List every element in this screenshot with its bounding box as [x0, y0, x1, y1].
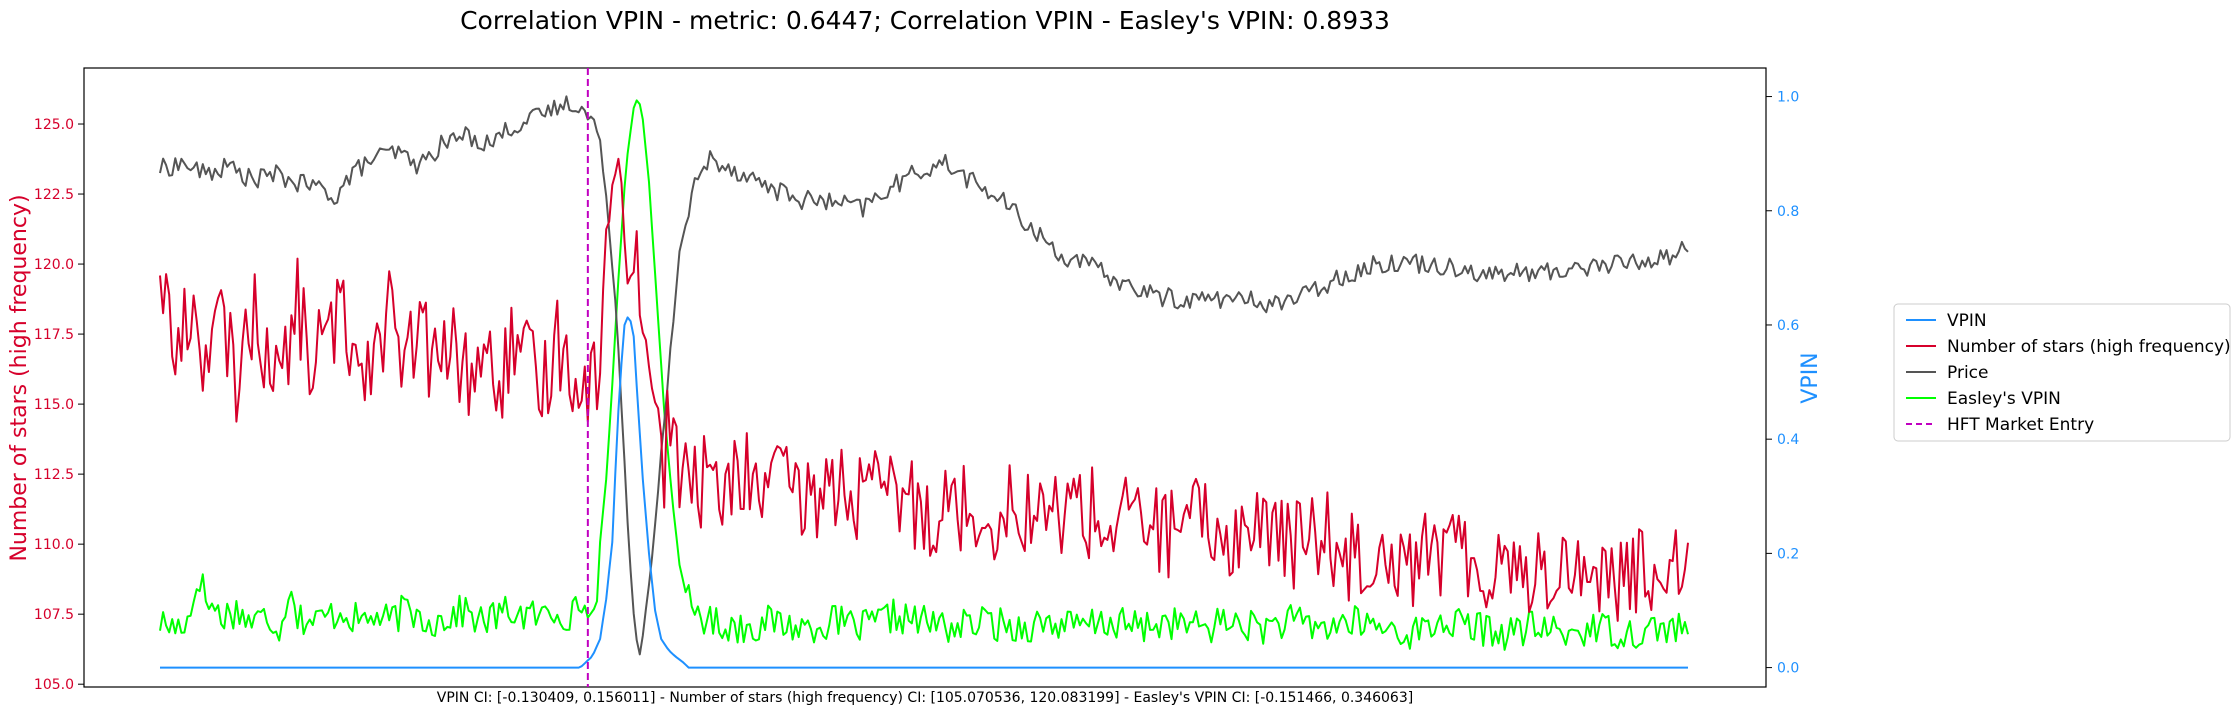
- left-axis-ticks: 105.0 107.5 110.0 112.5 115.0 117.5 120.0 122.5…: [34, 117, 84, 693]
- left-tick-label: 110.0: [34, 537, 74, 553]
- left-tick-label: 122.5: [34, 187, 74, 203]
- legend-box: [1893, 303, 2231, 442]
- right-tick-label: 0.2: [1777, 546, 1799, 562]
- right-axis-label: VPIN: [1798, 352, 1823, 403]
- left-tick-label: 125.0: [34, 117, 74, 133]
- left-tick-label: 120.0: [34, 257, 74, 273]
- series-line-easley-s-vpin: [159, 99, 1689, 651]
- legend: VPIN Number of stars (high frequency) Pric…: [1893, 303, 2231, 442]
- legend-label: VPIN: [1947, 311, 1987, 331]
- series-line-number-of-stars-high-frequency-: [159, 157, 1689, 622]
- legend-label: Number of stars (high frequency): [1947, 337, 2231, 357]
- right-axis-ticks: 0.0 0.2 0.4 0.6 0.8 1.0: [1766, 90, 1799, 677]
- left-tick-label: 112.5: [34, 467, 74, 483]
- left-tick-label: 117.5: [34, 327, 74, 343]
- series-line-price: [159, 95, 1689, 656]
- left-tick-label: 115.0: [34, 397, 74, 413]
- series-line-vpin: [160, 316, 1688, 669]
- series-layer: [159, 95, 1689, 669]
- right-tick-label: 1.0: [1777, 90, 1799, 106]
- right-tick-label: 0.6: [1777, 318, 1799, 334]
- right-tick-label: 0.0: [1777, 661, 1799, 677]
- legend-label: Easley's VPIN: [1947, 389, 2061, 409]
- right-tick-label: 0.8: [1777, 204, 1799, 220]
- left-tick-label: 105.0: [34, 677, 74, 693]
- legend-label: HFT Market Entry: [1947, 415, 2094, 435]
- chart-caption: VPIN CI: [-0.130409, 0.156011] - Number …: [437, 690, 1413, 706]
- legend-label: Price: [1947, 363, 1988, 383]
- chart-title: Correlation VPIN - metric: 0.6447; Corre…: [460, 6, 1390, 35]
- left-axis-label: Number of stars (high frequency): [7, 194, 32, 561]
- plot-frame: [83, 67, 1767, 688]
- right-tick-label: 0.4: [1777, 432, 1799, 448]
- left-tick-label: 107.5: [34, 607, 74, 623]
